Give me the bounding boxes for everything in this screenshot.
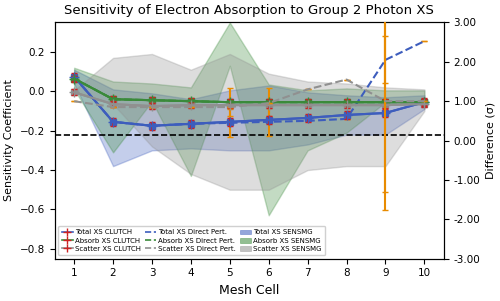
Y-axis label: Difference (σ): Difference (σ)	[486, 102, 496, 179]
Y-axis label: Sensitivity Coefficient: Sensitivity Coefficient	[4, 79, 14, 201]
Legend: Total XS CLUTCH, Absorb XS CLUTCH, Scatter XS CLUTCH, Total XS Direct Pert., Abs: Total XS CLUTCH, Absorb XS CLUTCH, Scatt…	[58, 226, 326, 255]
X-axis label: Mesh Cell: Mesh Cell	[219, 284, 280, 297]
Title: Sensitivity of Electron Absorption to Group 2 Photon XS: Sensitivity of Electron Absorption to Gr…	[64, 4, 434, 17]
